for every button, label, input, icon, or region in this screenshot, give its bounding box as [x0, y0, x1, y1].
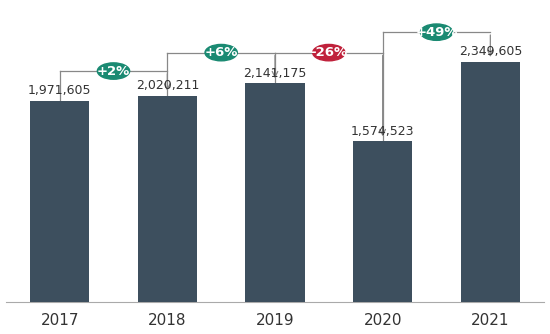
Text: 2,141,175: 2,141,175 — [243, 66, 307, 79]
Text: +2%: +2% — [97, 64, 130, 77]
Ellipse shape — [313, 44, 345, 61]
Text: +6%: +6% — [205, 46, 238, 59]
Text: -26%: -26% — [310, 46, 348, 59]
Bar — [461, 62, 520, 302]
Bar — [30, 101, 89, 302]
Text: 1,574,523: 1,574,523 — [351, 125, 414, 138]
Ellipse shape — [205, 44, 237, 61]
Bar — [353, 141, 412, 302]
Text: +49%: +49% — [415, 26, 458, 39]
Text: 1,971,605: 1,971,605 — [28, 84, 91, 97]
Ellipse shape — [420, 24, 453, 40]
Text: 2,020,211: 2,020,211 — [136, 79, 199, 92]
Bar — [245, 83, 305, 302]
Ellipse shape — [97, 63, 130, 79]
Text: 2,349,605: 2,349,605 — [459, 45, 522, 58]
Bar — [138, 96, 197, 302]
